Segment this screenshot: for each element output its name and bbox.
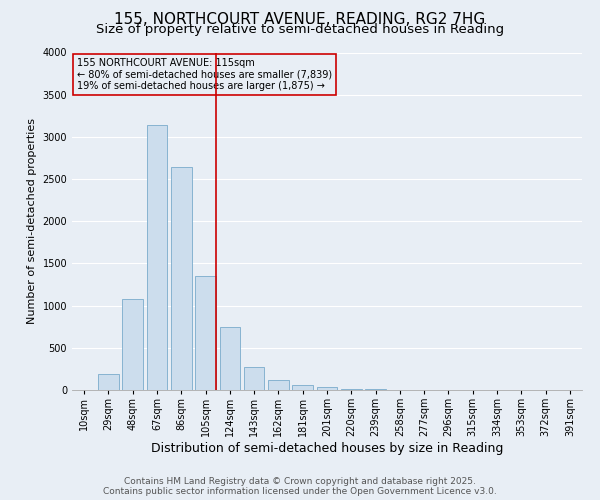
Bar (268, 380, 289, 390)
Bar (171, 167, 191, 390)
Bar (146, 125, 167, 390)
Bar (220, 326, 240, 390)
Text: Size of property relative to semi-detached houses in Reading: Size of property relative to semi-detach… (96, 22, 504, 36)
Bar (317, 388, 337, 390)
Text: 155 NORTHCOURT AVENUE: 115sqm
← 80% of semi-detached houses are smaller (7,839)
: 155 NORTHCOURT AVENUE: 115sqm ← 80% of s… (77, 58, 332, 91)
Bar (244, 367, 265, 390)
Bar (341, 388, 362, 390)
Y-axis label: Number of semi-detached properties: Number of semi-detached properties (27, 118, 37, 324)
Bar (292, 386, 313, 390)
Text: 155, NORTHCOURT AVENUE, READING, RG2 7HG: 155, NORTHCOURT AVENUE, READING, RG2 7HG (115, 12, 485, 28)
Bar (195, 276, 216, 390)
X-axis label: Distribution of semi-detached houses by size in Reading: Distribution of semi-detached houses by … (151, 442, 503, 455)
Bar (122, 299, 143, 390)
Bar (98, 374, 119, 390)
Text: Contains HM Land Registry data © Crown copyright and database right 2025.
Contai: Contains HM Land Registry data © Crown c… (103, 476, 497, 496)
